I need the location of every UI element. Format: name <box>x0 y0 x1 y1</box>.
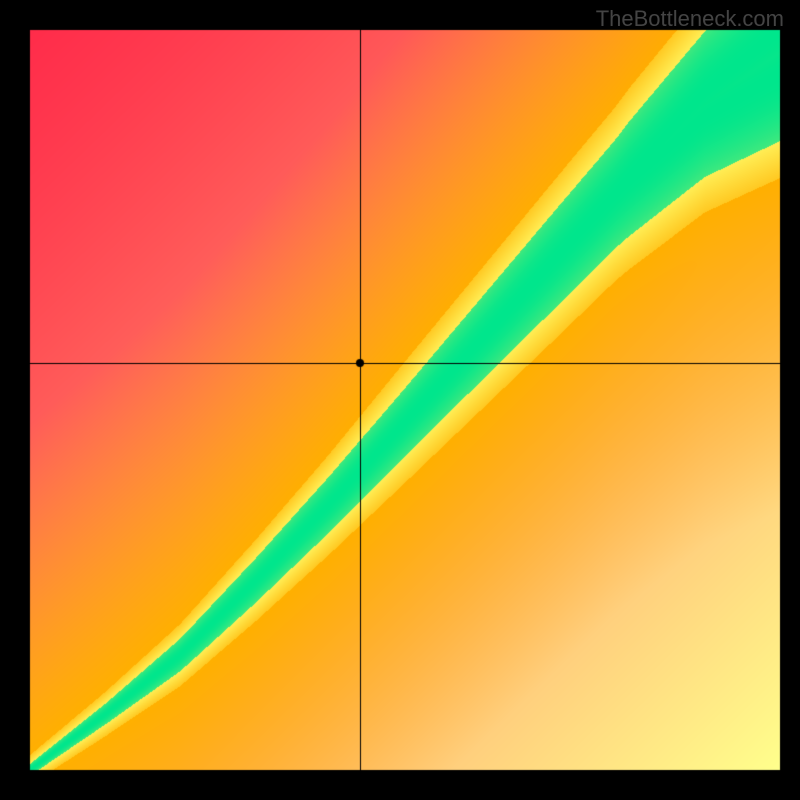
watermark-text: TheBottleneck.com <box>596 6 784 32</box>
heatmap-canvas <box>0 0 800 800</box>
chart-container: TheBottleneck.com <box>0 0 800 800</box>
